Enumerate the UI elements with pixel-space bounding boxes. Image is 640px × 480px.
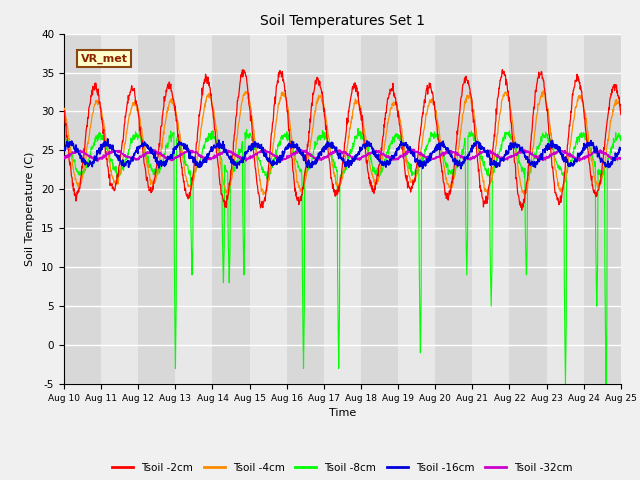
Bar <box>250 34 287 384</box>
Bar <box>547 34 584 384</box>
Bar <box>175 34 212 384</box>
Bar <box>584 34 621 384</box>
Bar <box>361 34 398 384</box>
Text: VR_met: VR_met <box>81 54 128 64</box>
Y-axis label: Soil Temperature (C): Soil Temperature (C) <box>26 152 35 266</box>
Bar <box>101 34 138 384</box>
Bar <box>509 34 547 384</box>
Bar <box>287 34 324 384</box>
Bar <box>212 34 250 384</box>
X-axis label: Time: Time <box>329 408 356 418</box>
Bar <box>138 34 175 384</box>
Legend: Tsoil -2cm, Tsoil -4cm, Tsoil -8cm, Tsoil -16cm, Tsoil -32cm: Tsoil -2cm, Tsoil -4cm, Tsoil -8cm, Tsoi… <box>108 458 577 477</box>
Bar <box>64 34 101 384</box>
Bar <box>398 34 435 384</box>
Title: Soil Temperatures Set 1: Soil Temperatures Set 1 <box>260 14 425 28</box>
Bar <box>435 34 472 384</box>
Bar <box>324 34 361 384</box>
Bar <box>472 34 509 384</box>
